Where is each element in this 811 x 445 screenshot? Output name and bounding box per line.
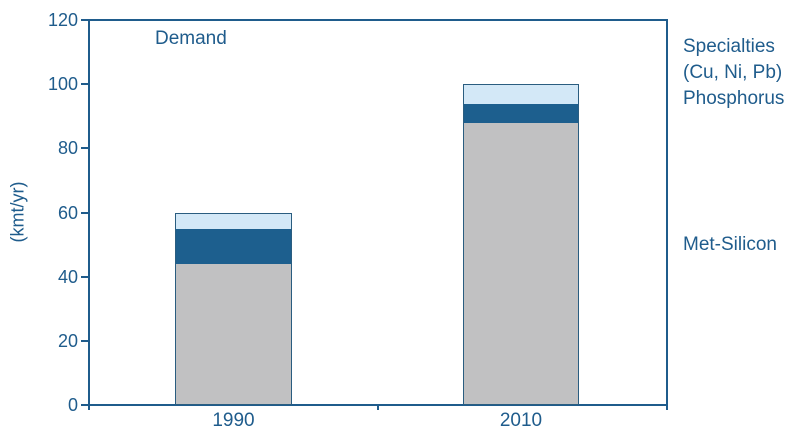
y-tick-mark bbox=[81, 147, 89, 150]
y-tick-label: 100 bbox=[47, 74, 78, 95]
bar-2010 bbox=[463, 84, 579, 405]
y-tick-mark bbox=[81, 404, 89, 406]
legend-label-met-silicon: Met-Silicon bbox=[683, 234, 777, 255]
y-tick-label: 20 bbox=[57, 330, 78, 351]
chart-title: Demand bbox=[155, 28, 227, 49]
x-tick-mark bbox=[88, 405, 90, 410]
bar-segment-phosphorus bbox=[464, 104, 578, 124]
bar-1990 bbox=[175, 212, 292, 405]
bar-segment-specialties-cu-ni-pb bbox=[176, 213, 291, 230]
x-axis-label-2010: 2010 bbox=[499, 410, 543, 431]
x-axis-label-1990: 1990 bbox=[212, 410, 255, 431]
y-tick-label: 120 bbox=[47, 10, 78, 30]
y-tick-label: 60 bbox=[57, 202, 78, 223]
y-tick-label: 0 bbox=[67, 395, 78, 415]
legend-label-phosphorus: Phosphorus bbox=[683, 88, 785, 109]
legend-label-specialties: Specialties bbox=[683, 36, 775, 57]
x-tick-mark bbox=[377, 405, 379, 410]
bar-segment-phosphorus bbox=[176, 229, 291, 265]
legend-right: Specialties (Cu, Ni, Pb) Phosphorus bbox=[683, 34, 784, 112]
x-tick-mark bbox=[666, 405, 668, 410]
y-tick-mark bbox=[81, 275, 89, 278]
bar-segment-met-silicon bbox=[176, 264, 291, 404]
legend-label-specialties-sub: (Cu, Ni, Pb) bbox=[683, 62, 783, 83]
bar-segment-specialties-cu-ni-pb bbox=[464, 85, 578, 105]
y-tick-mark bbox=[81, 339, 89, 342]
y-tick-mark bbox=[81, 211, 89, 214]
y-tick-mark bbox=[81, 83, 89, 86]
y-tick-mark bbox=[81, 19, 89, 21]
y-tick-label: 40 bbox=[57, 266, 78, 287]
y-tick-label: 80 bbox=[57, 138, 78, 159]
bar-segment-met-silicon bbox=[464, 123, 578, 404]
